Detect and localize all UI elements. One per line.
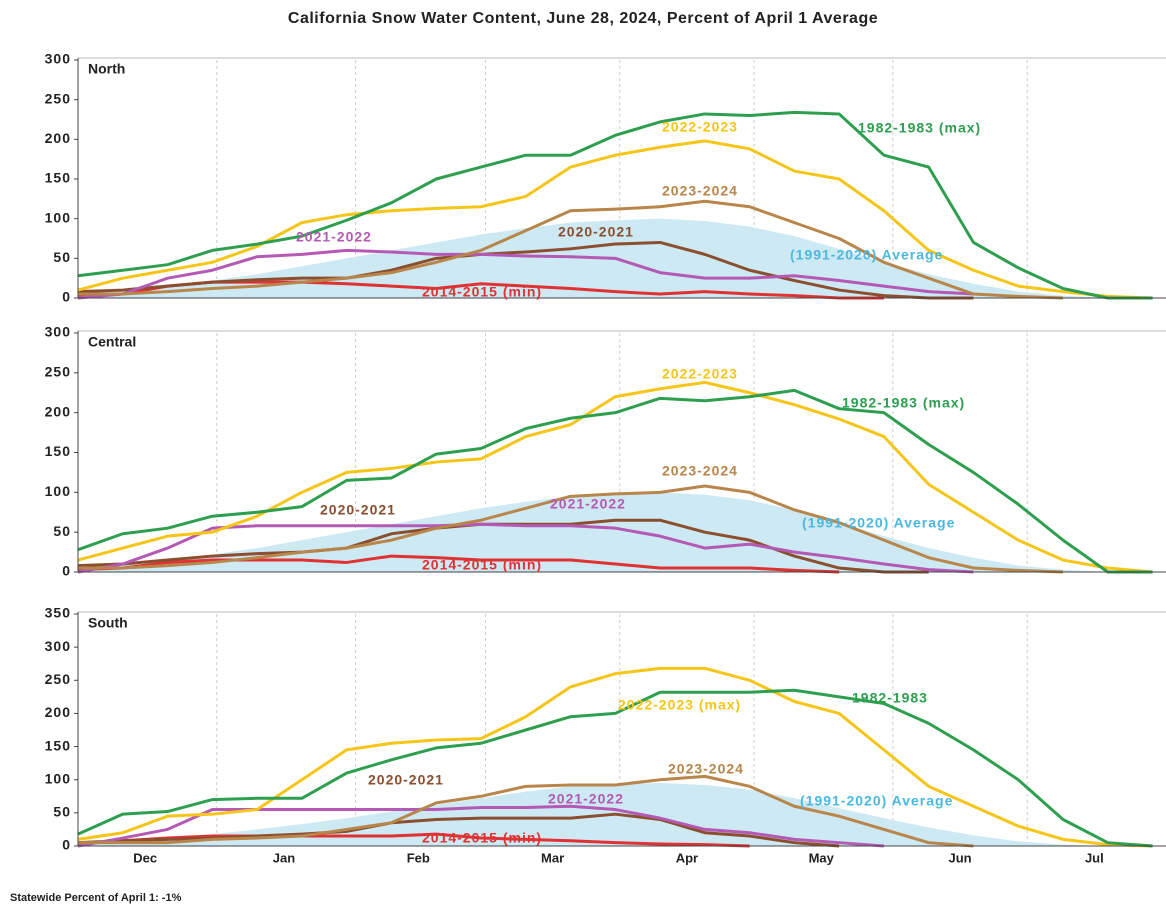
series-label: 2023-2024 bbox=[662, 463, 738, 479]
series-label: 2023-2024 bbox=[668, 761, 744, 777]
series-label: 1982-1983 (max) bbox=[842, 395, 965, 411]
y-tick-label: 150 bbox=[45, 737, 71, 753]
panel-title: North bbox=[88, 61, 125, 77]
panel-title: South bbox=[88, 615, 128, 631]
y-tick-label: 250 bbox=[45, 364, 71, 380]
panel-title: Central bbox=[88, 334, 136, 350]
series-label: 2021-2022 bbox=[548, 791, 624, 807]
series-line bbox=[78, 199, 1064, 300]
y-tick-label: 100 bbox=[45, 483, 71, 499]
series-label: 2020-2021 bbox=[320, 502, 396, 518]
y-tick-label: 300 bbox=[45, 51, 71, 67]
y-tick-label: 200 bbox=[45, 130, 71, 146]
y-tick-label: 350 bbox=[45, 605, 71, 621]
series-line bbox=[77, 812, 840, 848]
series-label: 2021-2022 bbox=[550, 496, 626, 512]
x-tick-label: Apr bbox=[676, 850, 698, 865]
series-line bbox=[77, 139, 1153, 300]
series-label: 2021-2022 bbox=[296, 229, 372, 245]
series-label: (1991-2020) Average bbox=[800, 793, 953, 809]
x-tick-label: May bbox=[809, 850, 835, 865]
x-tick-label: Jan bbox=[273, 850, 295, 865]
series-label: 2023-2024 bbox=[662, 183, 738, 199]
y-tick-label: 100 bbox=[45, 770, 71, 786]
series-line bbox=[77, 110, 1153, 300]
series-label: 2022-2023 bbox=[662, 366, 738, 382]
series-label: 2022-2023 bbox=[662, 119, 738, 135]
y-tick-label: 250 bbox=[45, 90, 71, 106]
series-line bbox=[78, 484, 1064, 574]
series-label: 2020-2021 bbox=[558, 224, 634, 240]
footnote: Statewide Percent of April 1: -1% bbox=[10, 892, 182, 904]
x-tick-label: Feb bbox=[407, 850, 430, 865]
y-tick-label: 50 bbox=[53, 249, 71, 265]
series-label: (1991-2020) Average bbox=[802, 515, 955, 531]
y-tick-label: 0 bbox=[62, 289, 71, 305]
y-tick-label: 200 bbox=[45, 403, 71, 419]
series-line bbox=[77, 248, 974, 300]
y-tick-label: 150 bbox=[45, 170, 71, 186]
y-tick-label: 200 bbox=[45, 704, 71, 720]
average-area bbox=[78, 492, 1153, 572]
series-label: (1991-2020) Average bbox=[790, 247, 943, 263]
series-line bbox=[77, 380, 1153, 574]
series-line bbox=[77, 688, 1153, 848]
series-line bbox=[78, 774, 974, 848]
y-tick-label: 300 bbox=[45, 638, 71, 654]
y-tick-label: 250 bbox=[45, 671, 71, 687]
x-tick-label: Jul bbox=[1085, 850, 1104, 865]
series-label: 2014-2015 (min) bbox=[422, 830, 542, 846]
series-label: 2014-2015 (min) bbox=[422, 284, 542, 300]
y-tick-label: 0 bbox=[62, 837, 71, 853]
y-tick-label: 300 bbox=[45, 324, 71, 340]
x-tick-label: Jun bbox=[948, 850, 971, 865]
chart-title: California Snow Water Content, June 28, … bbox=[288, 10, 878, 27]
y-tick-label: 50 bbox=[53, 523, 71, 539]
series-label: 1982-1983 (max) bbox=[858, 120, 981, 136]
series-label: 2022-2023 (max) bbox=[618, 697, 741, 713]
series-label: 1982-1983 bbox=[852, 690, 928, 706]
series-label: 2020-2021 bbox=[368, 772, 444, 788]
series-line bbox=[77, 804, 885, 848]
y-tick-label: 100 bbox=[45, 209, 71, 225]
x-tick-label: Dec bbox=[133, 850, 157, 865]
series-line bbox=[77, 554, 840, 574]
series-line bbox=[77, 666, 1153, 848]
series-line bbox=[77, 240, 974, 300]
series-line bbox=[77, 388, 1153, 574]
y-tick-label: 50 bbox=[53, 804, 71, 820]
y-tick-label: 0 bbox=[62, 563, 71, 579]
series-label: 2014-2015 (min) bbox=[422, 557, 542, 573]
series-line bbox=[77, 832, 750, 848]
y-tick-label: 150 bbox=[45, 443, 71, 459]
x-tick-label: Mar bbox=[541, 850, 564, 865]
